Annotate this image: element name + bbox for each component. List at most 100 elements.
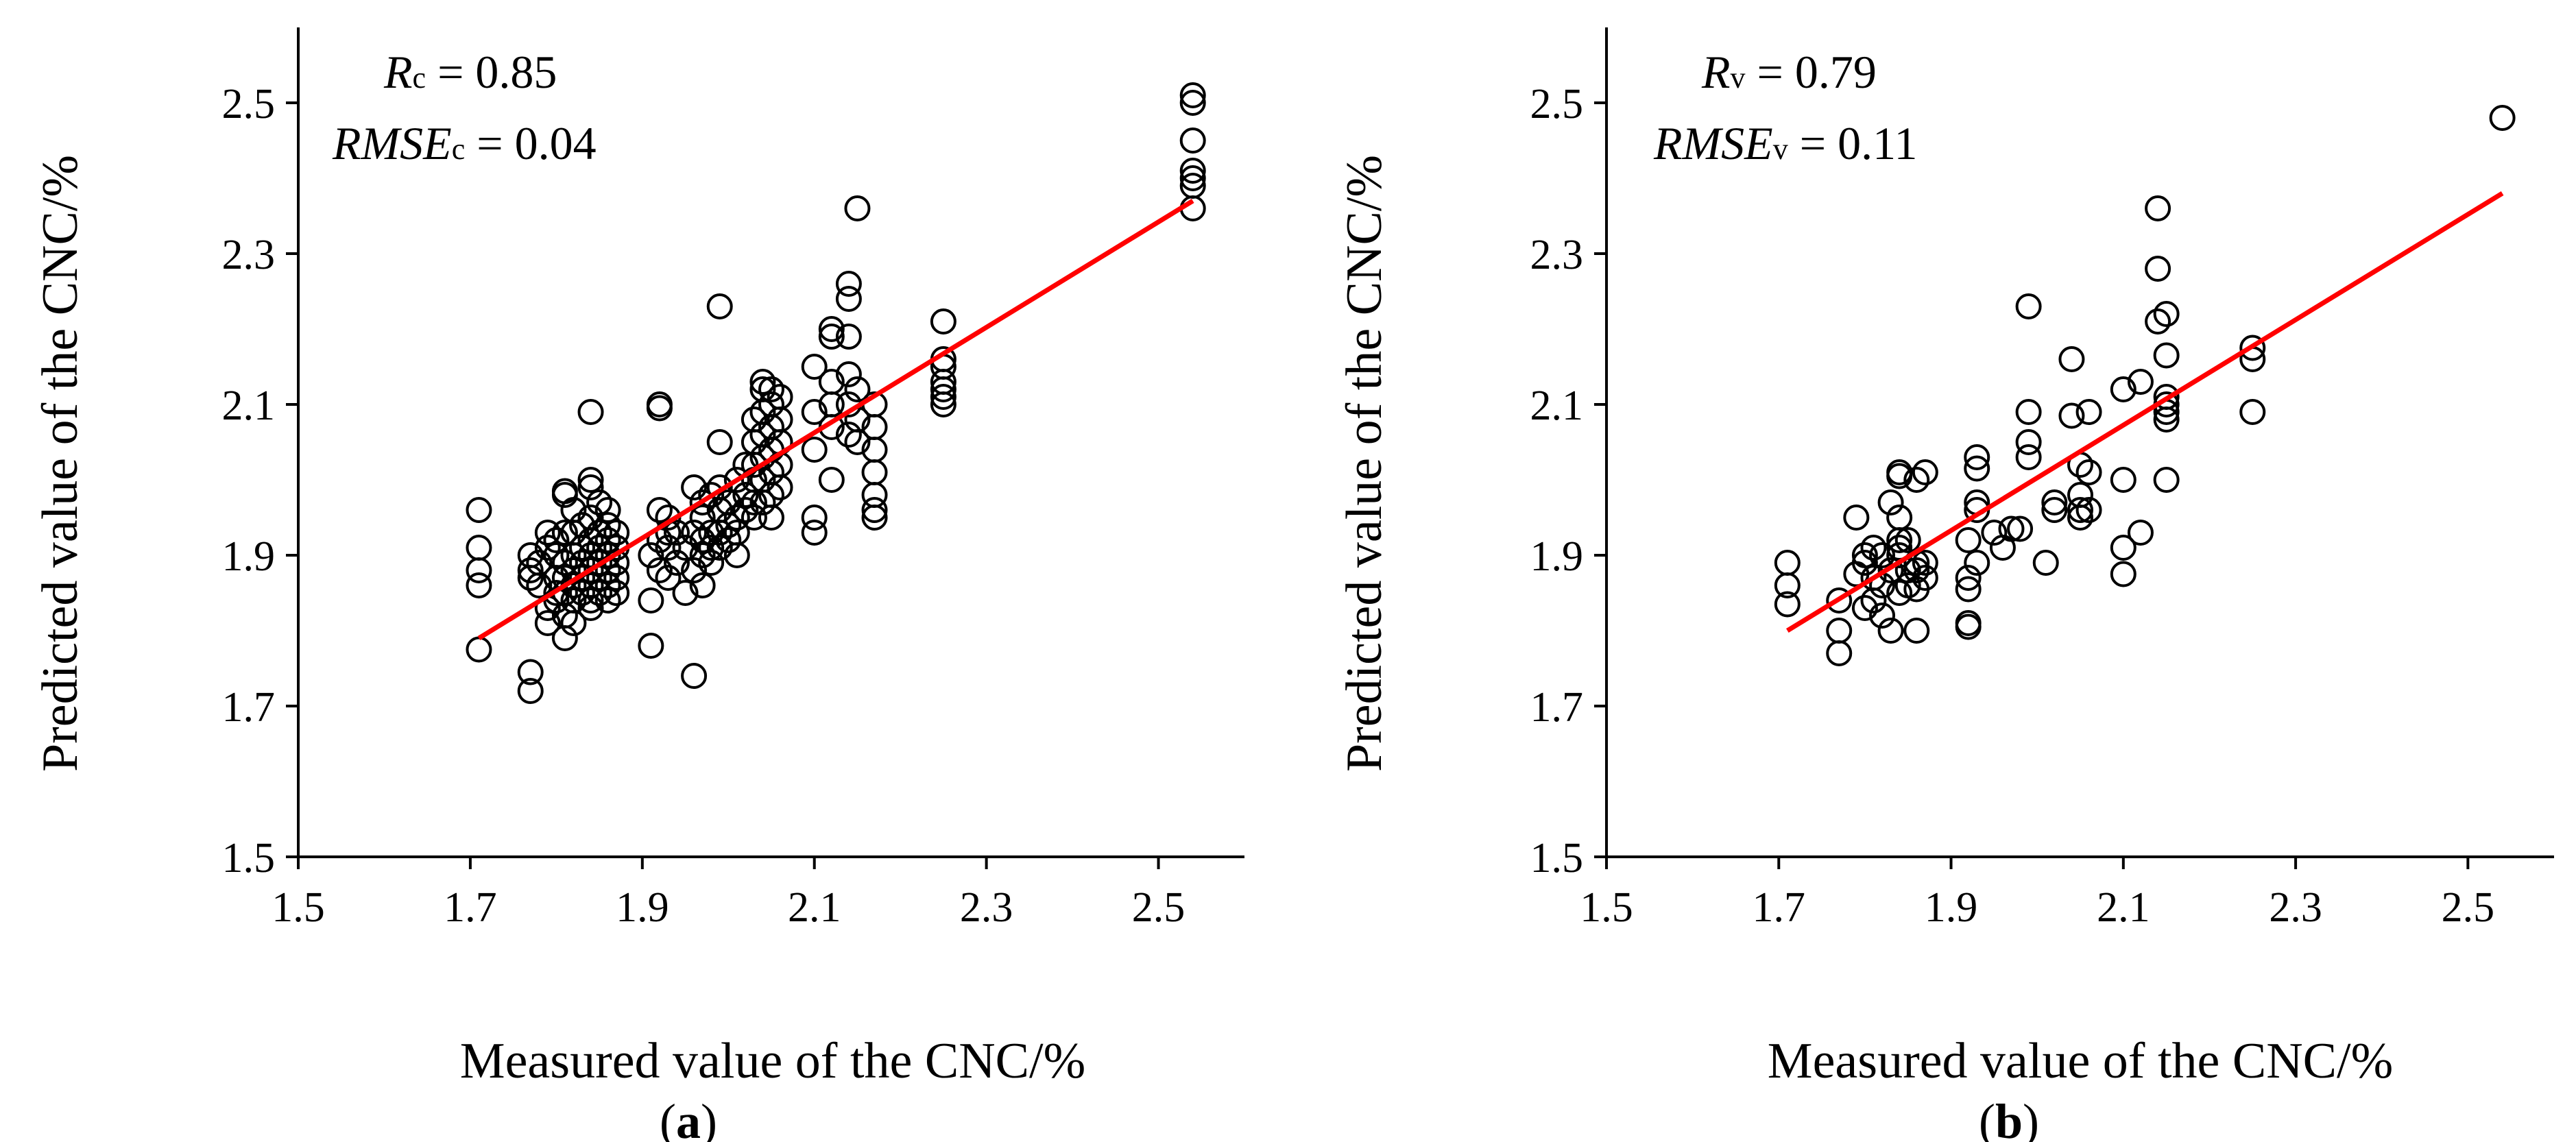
data-point-a	[655, 565, 682, 591]
regression-line-a	[477, 199, 1194, 640]
r-stat-b: Rv = 0.79	[1701, 46, 1877, 98]
data-point-a	[818, 467, 845, 493]
data-point-a	[767, 474, 793, 500]
chart-panel-a: 1.5 1.7 1.9 2.1 2.3 2.5 1.5 1.7 1.9 2.1 2.3 2.5 Rc …	[32, 27, 1244, 1142]
data-point-a	[835, 361, 862, 387]
data-point-a	[706, 293, 733, 319]
data-point-a	[603, 580, 630, 606]
data-point-a	[594, 527, 621, 553]
panel-label-a: (a)	[660, 1094, 717, 1142]
r-subscript-b: v	[1731, 61, 1746, 95]
data-point-a	[698, 535, 725, 561]
data-point-b	[2058, 402, 2085, 429]
data-point-a	[689, 572, 716, 598]
data-point-a	[517, 557, 544, 583]
data-point-a	[689, 527, 716, 553]
rmse-subscript-a: c	[452, 132, 466, 166]
y-tick-label-b: 1.5	[1530, 835, 1584, 882]
data-point-a	[715, 512, 742, 538]
data-point-b	[1912, 550, 1938, 576]
data-point-a	[801, 354, 828, 380]
data-point-a	[466, 572, 492, 598]
data-point-a	[577, 557, 604, 583]
data-point-a	[801, 520, 828, 546]
y-tick-label-b: 2.5	[1530, 81, 1584, 127]
data-point-b	[1851, 595, 1878, 621]
data-point-a	[594, 542, 621, 568]
r-stat-a: Rc = 0.85	[383, 46, 557, 98]
data-point-a	[672, 535, 699, 561]
x-tick-label-a: 2.3	[960, 884, 1013, 931]
data-point-a	[551, 625, 578, 651]
x-axis-title-b: Measured value of the CNC/%	[1768, 1033, 2393, 1089]
data-point-a	[930, 308, 956, 335]
data-point-a	[577, 587, 604, 613]
data-point-b	[2058, 346, 2085, 372]
data-point-b	[2153, 467, 2180, 493]
data-point-b	[1955, 527, 1982, 553]
data-point-b	[2067, 505, 2093, 531]
axes-a	[297, 27, 1244, 858]
data-point-b	[2110, 376, 2136, 402]
data-point-b	[1851, 542, 1878, 568]
data-point-a	[835, 271, 862, 297]
rmse-subscript-b: v	[1773, 132, 1788, 166]
x-tick-label-b: 2.1	[2097, 884, 2150, 931]
data-point-a	[689, 542, 716, 568]
data-point-a	[1179, 127, 1206, 154]
data-point-a	[517, 565, 544, 591]
data-point-a	[681, 557, 708, 583]
data-point-b	[1998, 515, 2025, 542]
data-point-a	[586, 520, 613, 546]
data-point-b	[1981, 520, 2008, 546]
data-point-b	[1877, 489, 1904, 515]
x-tick-label-b: 1.5	[1580, 884, 1633, 931]
data-point-b	[1894, 527, 1921, 553]
data-point-b	[2015, 429, 2042, 455]
y-tick-label-a: 2.1	[222, 382, 276, 429]
data-point-a	[594, 512, 621, 538]
data-point-a	[715, 527, 742, 553]
data-point-a	[534, 535, 561, 561]
y-tick-label-b: 1.7	[1530, 684, 1584, 731]
rmse-value-b: = 0.11	[1788, 117, 1918, 169]
data-point-a	[577, 595, 604, 621]
data-point-b	[1964, 550, 1990, 576]
data-point-b	[1903, 618, 1930, 644]
data-point-b	[2110, 535, 2136, 561]
data-point-b	[1774, 550, 1801, 576]
data-point-b	[2489, 105, 2516, 131]
data-point-a	[861, 505, 888, 531]
data-point-a	[569, 580, 595, 606]
data-point-b	[2032, 550, 2059, 576]
data-point-a	[689, 489, 716, 515]
data-point-a	[569, 565, 595, 591]
data-point-b	[2110, 467, 2136, 493]
data-point-a	[749, 369, 776, 395]
data-point-a	[466, 557, 492, 583]
data-point-b	[1843, 505, 1870, 531]
data-point-a	[861, 497, 888, 523]
data-point-b	[2153, 406, 2180, 433]
data-point-b	[2110, 561, 2136, 587]
data-point-a	[681, 663, 708, 689]
axes-b	[1605, 27, 2554, 858]
ticks-a: 1.5 1.7 1.9 2.1 2.3 2.5 1.5 1.7 1.9 2.1 2.3 2.5	[222, 81, 1185, 931]
data-point-a	[706, 535, 733, 561]
r-symbol-a: R	[383, 46, 413, 98]
data-point-b	[2145, 195, 2171, 221]
data-point-a	[930, 376, 956, 402]
rmse-symbol-a: RMSE	[332, 117, 452, 169]
data-point-a	[723, 505, 750, 531]
data-point-b	[1869, 542, 1896, 568]
data-point-b	[2075, 497, 2102, 523]
y-tick-label-a: 1.9	[222, 533, 276, 580]
data-point-a	[723, 542, 750, 568]
data-point-b	[1826, 618, 1853, 644]
y-axis-title-a: Predicted value of the CNC/%	[32, 155, 88, 772]
data-point-b	[2007, 515, 2034, 542]
data-point-b	[1826, 640, 1853, 666]
data-point-a	[930, 384, 956, 410]
data-point-b	[2015, 293, 2042, 319]
data-point-b	[1886, 580, 1913, 606]
